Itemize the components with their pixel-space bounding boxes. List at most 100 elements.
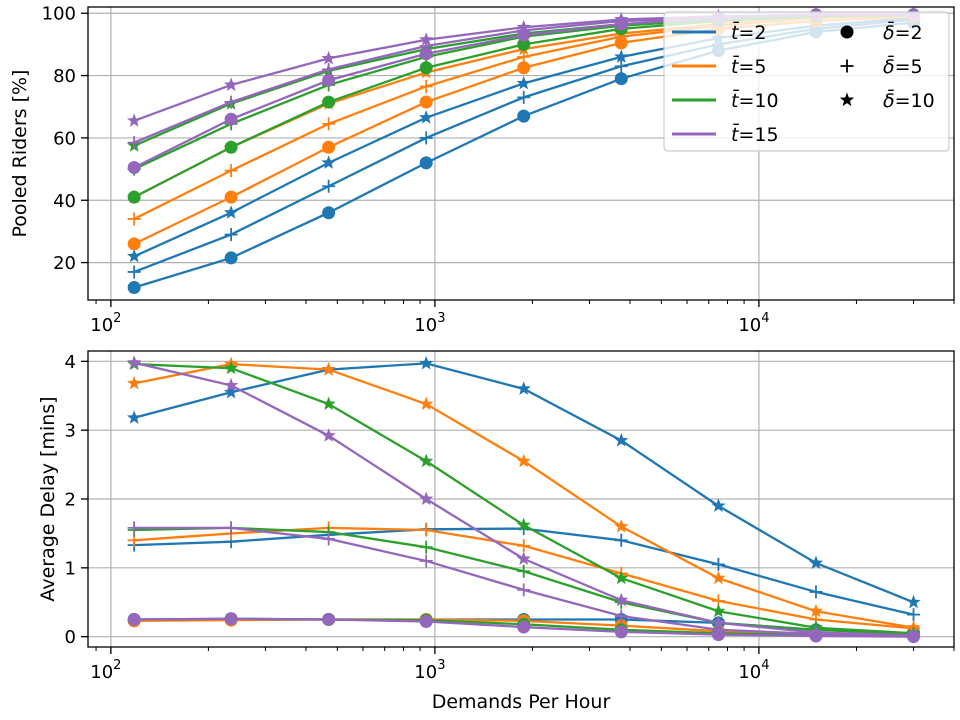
y-tick-label: 20 xyxy=(53,253,76,274)
data-point xyxy=(322,95,336,109)
y-axis-label: Average Delay [mins] xyxy=(37,396,59,601)
data-point xyxy=(127,410,142,424)
legend-value: 2 xyxy=(911,22,923,44)
legend-item-label: δ̄=10 xyxy=(883,88,935,112)
data-point xyxy=(223,77,239,91)
legend-marker-swatch xyxy=(840,59,854,73)
legend-equals: = xyxy=(738,90,754,112)
x-tick-label: 104 xyxy=(738,658,769,683)
legend-equals: = xyxy=(895,90,911,112)
data-point xyxy=(517,50,531,64)
legend-item-label: δ̄=5 xyxy=(883,54,923,78)
data-point xyxy=(127,281,141,295)
data-point xyxy=(516,381,531,395)
data-point xyxy=(419,110,434,124)
y-tick-label: 1 xyxy=(65,558,76,579)
data-point xyxy=(516,551,531,565)
x-axis: 102 103 104 xyxy=(90,300,955,336)
legend-value: 5 xyxy=(754,56,766,78)
data-point xyxy=(711,570,726,585)
y-axis: 20 40 60 80 100 xyxy=(42,4,88,274)
data-point xyxy=(127,521,141,535)
series-group xyxy=(127,355,921,644)
data-point xyxy=(419,79,433,93)
data-point xyxy=(808,555,824,570)
x-tick-label: 104 xyxy=(738,311,769,336)
data-point xyxy=(808,625,824,639)
data-point xyxy=(223,377,239,392)
legend-symbol: δ̄ xyxy=(883,88,895,112)
data-point xyxy=(711,498,726,512)
data-point xyxy=(614,533,628,547)
y-tick-label: 60 xyxy=(53,128,76,149)
data-point xyxy=(321,428,336,442)
legend-marker-swatch xyxy=(840,25,854,39)
data-point xyxy=(127,355,142,369)
legend-symbol: δ̄ xyxy=(883,54,895,78)
data-point xyxy=(224,190,238,204)
data-point xyxy=(223,205,239,219)
legend-value: 15 xyxy=(754,124,778,146)
data-point xyxy=(517,539,531,553)
legend-marker-swatch xyxy=(839,92,855,107)
x-tick-exponent: 4 xyxy=(761,311,769,326)
data-point xyxy=(907,608,921,622)
data-point xyxy=(322,532,336,546)
y-axis: 0 1 2 3 4 xyxy=(65,352,88,648)
legend-equals: = xyxy=(738,124,754,146)
data-point xyxy=(809,585,823,599)
data-point xyxy=(224,95,238,109)
data-point xyxy=(322,206,336,220)
data-point xyxy=(906,627,921,642)
legend-symbol: t̄ xyxy=(731,54,740,78)
x-tick-base: 10 xyxy=(90,662,113,683)
data-point xyxy=(127,248,142,263)
data-point xyxy=(517,90,531,104)
data-point xyxy=(516,19,531,34)
data-point xyxy=(614,49,629,63)
data-point xyxy=(419,453,434,468)
data-point xyxy=(322,73,336,87)
legend-item-label: t̄=15 xyxy=(731,122,779,146)
x-tick-label: 103 xyxy=(414,311,445,336)
data-point xyxy=(419,95,433,109)
data-point xyxy=(419,32,434,46)
x-tick-exponent: 2 xyxy=(113,658,121,673)
data-point xyxy=(614,625,628,639)
legend-item-label: t̄=5 xyxy=(731,54,766,78)
x-axis-label: Demands Per Hour xyxy=(432,691,611,713)
data-point xyxy=(711,603,726,618)
data-point xyxy=(517,583,531,597)
data-point xyxy=(419,615,433,629)
legend-item-label: δ̄=2 xyxy=(883,20,923,44)
data-point xyxy=(322,140,336,154)
data-point xyxy=(127,237,141,251)
data-point xyxy=(127,113,142,127)
data-point xyxy=(127,161,141,175)
data-point xyxy=(614,432,629,447)
data-point xyxy=(322,612,336,626)
legend-value: 10 xyxy=(754,90,778,112)
x-axis: 102 103 104 xyxy=(90,647,955,683)
x-tick-base: 10 xyxy=(414,662,437,683)
data-point xyxy=(224,164,238,178)
y-tick-label: 3 xyxy=(65,421,76,442)
data-point xyxy=(516,517,531,532)
data-point xyxy=(224,251,238,265)
x-tick-base: 10 xyxy=(738,662,761,683)
data-point xyxy=(127,212,141,226)
x-tick-exponent: 3 xyxy=(437,658,445,673)
legend-equals: = xyxy=(738,56,754,78)
data-point xyxy=(224,521,238,535)
data-point xyxy=(419,491,434,506)
data-point xyxy=(321,396,336,411)
y-tick-label: 80 xyxy=(53,66,76,87)
data-point xyxy=(127,375,142,390)
data-point xyxy=(517,37,531,51)
legend-symbol: δ̄ xyxy=(883,20,895,44)
legend-value: 5 xyxy=(911,56,923,78)
x-tick-label: 103 xyxy=(414,658,445,683)
x-tick-exponent: 2 xyxy=(113,311,121,326)
